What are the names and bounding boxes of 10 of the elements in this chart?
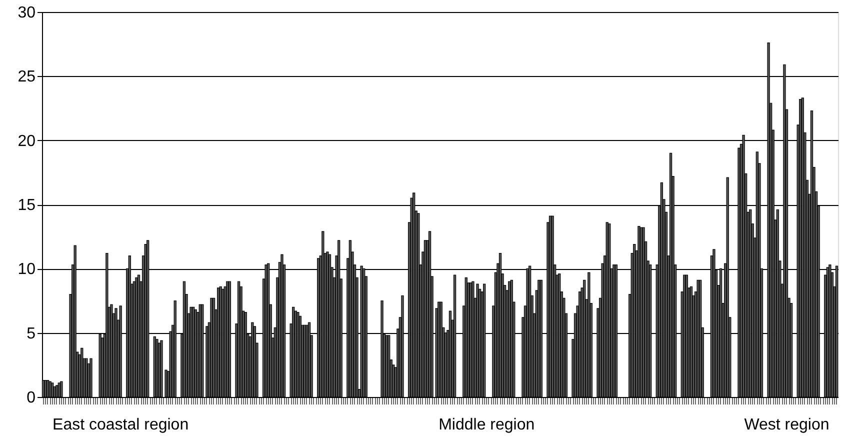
y-tick-label: 5 — [26, 325, 36, 342]
x-tick-label: West region — [744, 416, 830, 434]
y-tick-label: 0 — [26, 390, 36, 406]
x-tick-label: Middle region — [438, 416, 535, 434]
y-tick-label: 25 — [18, 68, 36, 86]
x-tick-label: East coastal region — [52, 416, 189, 434]
y-tick-label: 15 — [18, 197, 36, 214]
y-tick-label: 20 — [18, 132, 36, 150]
y-tick-label: 10 — [18, 261, 36, 278]
y-tick-label: 30 — [18, 4, 36, 22]
